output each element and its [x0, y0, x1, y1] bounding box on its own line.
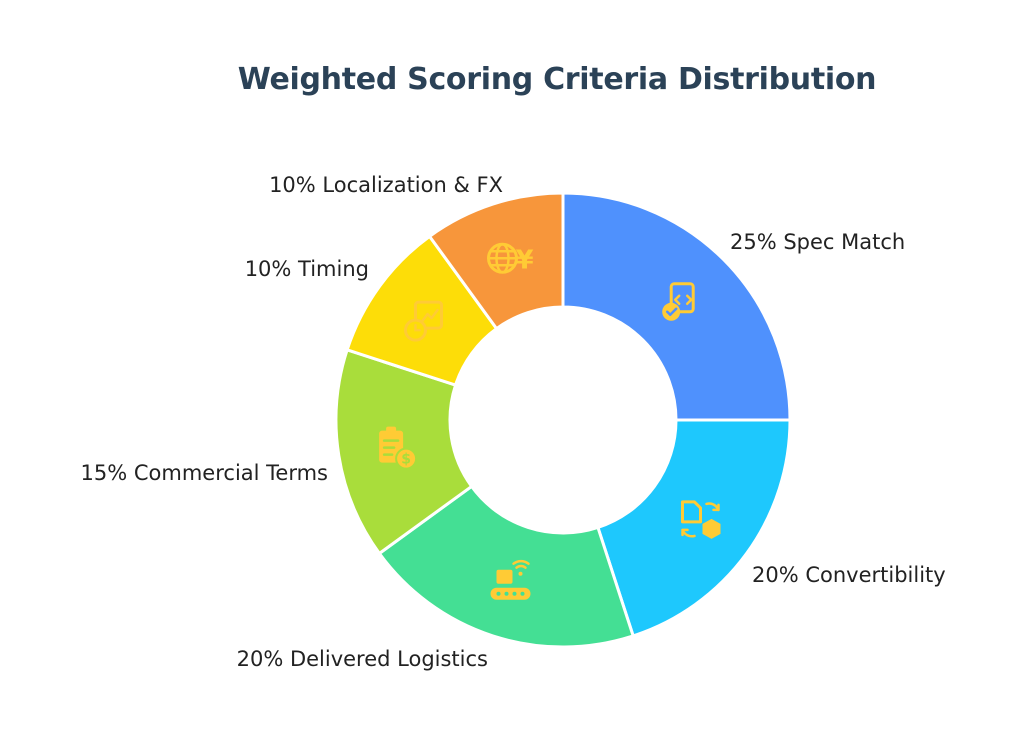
clipboard-dollar-icon: $ — [379, 426, 418, 470]
labels-layer: 25% Spec Match 20% Convertibility 20% Deli… — [81, 173, 946, 671]
slice-label: 10% Localization & FX — [269, 173, 503, 197]
slices-layer — [334, 191, 792, 649]
chart-title: Weighted Scoring Criteria Distribution — [237, 62, 877, 97]
icons-layer: $¥ — [379, 242, 721, 600]
slice-label: 15% Commercial Terms — [81, 461, 328, 485]
slice-label: 20% Delivered Logistics — [237, 647, 488, 671]
document-box-convert-icon — [681, 500, 721, 539]
globe-yen-icon: ¥ — [487, 242, 534, 275]
slice-label: 25% Spec Match — [730, 230, 905, 254]
document-code-check-icon — [662, 282, 695, 321]
slice-label: 10% Timing — [245, 257, 369, 281]
slice-delivered-logistics — [377, 484, 635, 649]
slice-label: 20% Convertibility — [752, 563, 946, 587]
chart-clock-icon — [404, 300, 443, 342]
svg-text:¥: ¥ — [515, 245, 533, 275]
conveyor-belt-package-icon — [490, 559, 531, 600]
slice-convertibility — [596, 418, 792, 638]
svg-text:$: $ — [401, 452, 411, 468]
